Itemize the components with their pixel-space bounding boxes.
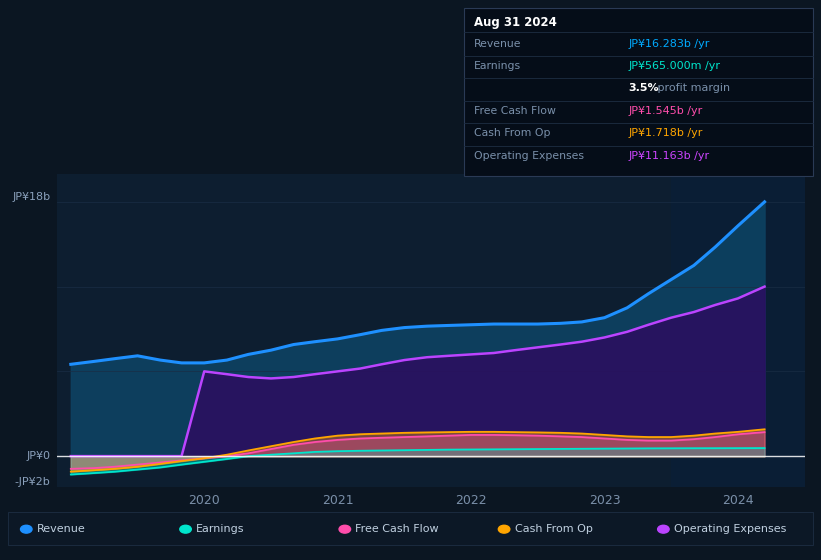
Text: Revenue: Revenue: [37, 524, 85, 534]
Text: profit margin: profit margin: [654, 83, 731, 94]
Text: Cash From Op: Cash From Op: [515, 524, 593, 534]
Text: JP¥0: JP¥0: [26, 451, 51, 461]
Text: Free Cash Flow: Free Cash Flow: [474, 106, 556, 116]
Bar: [671, 174, 805, 487]
Text: JP¥18b: JP¥18b: [12, 192, 51, 202]
Text: Aug 31 2024: Aug 31 2024: [474, 16, 557, 29]
Text: Free Cash Flow: Free Cash Flow: [355, 524, 439, 534]
Text: Cash From Op: Cash From Op: [474, 128, 550, 138]
Text: JP¥565.000m /yr: JP¥565.000m /yr: [628, 61, 720, 71]
Text: Operating Expenses: Operating Expenses: [474, 151, 584, 161]
Text: JP¥16.283b /yr: JP¥16.283b /yr: [628, 39, 709, 49]
Text: Operating Expenses: Operating Expenses: [674, 524, 787, 534]
Text: JP¥11.163b /yr: JP¥11.163b /yr: [628, 151, 709, 161]
Text: JP¥1.718b /yr: JP¥1.718b /yr: [628, 128, 703, 138]
Text: 3.5%: 3.5%: [628, 83, 658, 94]
Text: Revenue: Revenue: [474, 39, 521, 49]
Text: Earnings: Earnings: [474, 61, 521, 71]
Text: JP¥1.545b /yr: JP¥1.545b /yr: [628, 106, 702, 116]
Text: Earnings: Earnings: [196, 524, 245, 534]
Text: -JP¥2b: -JP¥2b: [15, 477, 51, 487]
